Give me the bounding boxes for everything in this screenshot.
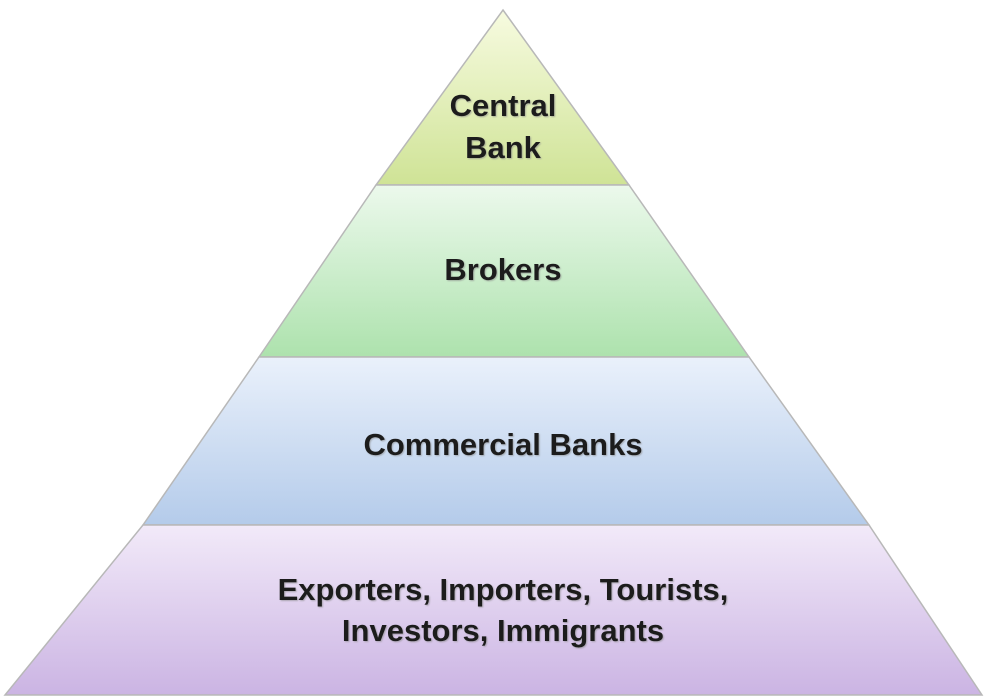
tier-label: Investors, Immigrants bbox=[342, 613, 664, 648]
tier-label: Central bbox=[450, 88, 557, 123]
tier-label: Commercial Banks bbox=[363, 427, 642, 462]
tier-label: Bank bbox=[465, 130, 542, 165]
tier-label: Exporters, Importers, Tourists, bbox=[278, 572, 729, 607]
tier-label: Brokers bbox=[444, 252, 561, 287]
tier-bottom bbox=[3, 524, 984, 696]
labels: Central Bank Brokers Commercial Banks Ex… bbox=[278, 88, 729, 648]
